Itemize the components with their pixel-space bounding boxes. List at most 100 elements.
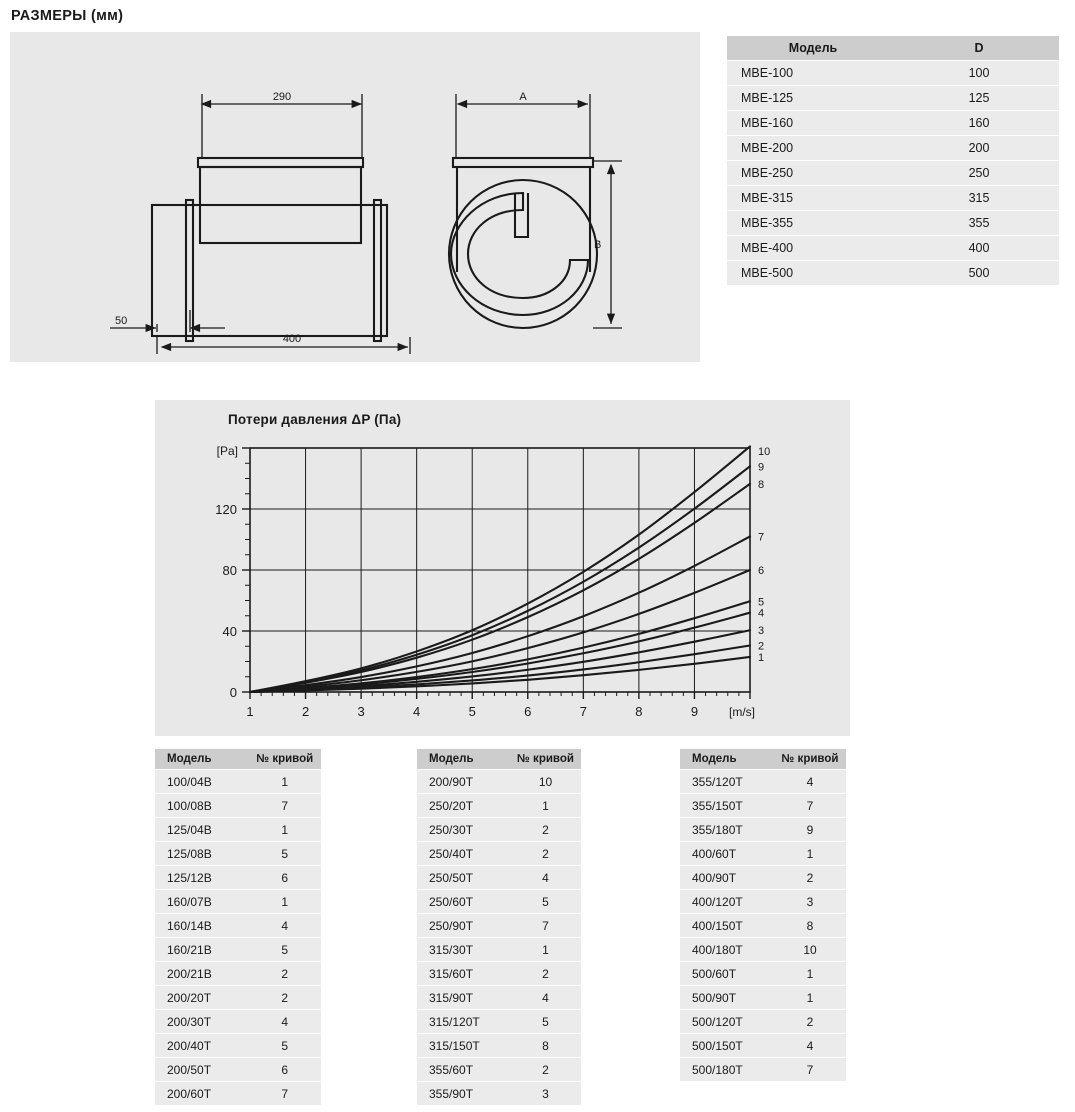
curve-table-header-row: Модель № кривой [155,749,321,769]
curve-cell-model: 355/120T [680,770,774,793]
curve-cell-number: 1 [248,818,321,841]
table-row: 250/60T 5 [417,890,581,913]
chart-curve-9 [248,465,752,694]
curve-header-number: № кривой [509,749,581,769]
curve-table-body: 355/120T 4 355/150T 7 355/180T 9 400/60T 1 4… [680,770,846,1081]
chart-curve-5 [248,600,752,694]
dimensions-table: Модель D MBE-100 100 MBE-125 125 MBE-160… [727,35,1059,286]
dimensions-cell-d: 250 [899,161,1059,185]
curve-cell-number: 5 [248,938,321,961]
curve-cell-number: 2 [509,962,581,985]
x-tick-label: 1 [246,704,253,719]
curve-endpoint-label-6: 6 [758,565,764,577]
dimensions-cell-model: MBE-250 [727,161,899,185]
table-row: 200/50T 6 [155,1058,321,1081]
dimensions-cell-model: MBE-315 [727,186,899,210]
curve-cell-model: 160/21B [155,938,249,961]
dimensions-cell-model: MBE-100 [727,61,899,85]
curve-cell-number: 7 [773,794,846,817]
curve-cell-model: 250/60T [417,890,510,913]
dimension-50-label: 50 [115,315,127,327]
curve-endpoint-label-1: 1 [758,652,764,664]
pressure-drop-chart-panel: Потери давления ΔP (Па) 1 2 3 4 5 6 7 8 9 10 [Pa] 0… [155,400,850,736]
curve-cell-model: 200/50T [155,1058,249,1081]
x-tick-label: 2 [302,704,309,719]
table-row: 250/30T 2 [417,818,581,841]
y-tick-label: 120 [215,502,237,517]
curve-endpoint-label-4: 4 [758,608,764,620]
table-row: 500/90T 1 [680,986,846,1009]
dimensions-cell-d: 200 [899,136,1059,160]
x-tick-label: 9 [691,704,698,719]
table-row: 355/180T 9 [680,818,846,841]
curve-cell-model: 315/90T [417,986,510,1009]
curve-cell-model: 315/30T [417,938,510,961]
table-row: 500/150T 4 [680,1034,846,1057]
dimensions-cell-d: 500 [899,261,1059,285]
curve-cell-number: 3 [773,890,846,913]
curve-cell-number: 2 [509,818,581,841]
curve-cell-model: 250/20T [417,794,510,817]
curve-cell-model: 100/08B [155,794,249,817]
curve-cell-model: 500/90T [680,986,774,1009]
table-row: 400/90T 2 [680,866,846,889]
curve-cell-model: 400/90T [680,866,774,889]
curve-table-2: Модель № кривой 200/90T 10 250/20T 1 250/3… [417,748,581,1106]
curve-cell-number: 10 [773,938,846,961]
table-row: MBE-200 200 [727,136,1059,160]
table-row: MBE-400 400 [727,236,1059,260]
dimensions-cell-d: 355 [899,211,1059,235]
curve-cell-model: 160/14B [155,914,249,937]
table-row: MBE-125 125 [727,86,1059,110]
curve-cell-number: 2 [773,1010,846,1033]
dimension-A-label: A [519,91,527,103]
curve-cell-number: 2 [248,986,321,1009]
table-row: 200/21B 2 [155,962,321,985]
chart-curve-6 [248,568,752,694]
dimensions-table-body: MBE-100 100 MBE-125 125 MBE-160 160 MBE-… [727,61,1059,285]
curve-cell-number: 2 [773,866,846,889]
curve-table-1: Модель № кривой 100/04B 1 100/08B 7 125/04… [155,748,321,1106]
curve-header-model: Модель [680,749,774,769]
x-tick-label: 8 [635,704,642,719]
curve-table-body: 100/04B 1 100/08B 7 125/04B 1 125/08B 5 125/… [155,770,321,1105]
curve-cell-model: 125/08B [155,842,249,865]
dimensions-cell-model: MBE-400 [727,236,899,260]
curve-cell-number: 1 [773,986,846,1009]
dimension-50 [110,310,225,333]
table-row: 400/150T 8 [680,914,846,937]
x-tick-label: 6 [524,704,531,719]
curve-cell-number: 1 [509,938,581,961]
curve-cell-number: 4 [509,986,581,1009]
curve-cell-model: 500/120T [680,1010,774,1033]
side-view-drawing [150,156,389,343]
table-row: 355/120T 4 [680,770,846,793]
curve-header-model: Модель [155,749,249,769]
table-row: 250/50T 4 [417,866,581,889]
dimensions-cell-d: 100 [899,61,1059,85]
table-row: MBE-500 500 [727,261,1059,285]
table-row: 500/180T 7 [680,1058,846,1081]
table-row: 200/60T 7 [155,1082,321,1105]
table-row: 315/90T 4 [417,986,581,1009]
table-row: 200/40T 5 [155,1034,321,1057]
table-row: 200/30T 4 [155,1010,321,1033]
curve-cell-number: 1 [509,794,581,817]
curve-cell-model: 200/40T [155,1034,249,1057]
table-row: MBE-100 100 [727,61,1059,85]
curve-header-number: № кривой [248,749,321,769]
table-row: 355/60T 2 [417,1058,581,1081]
curve-cell-number: 5 [248,842,321,865]
dimensions-cell-model: MBE-125 [727,86,899,110]
front-view-drawing [447,156,599,330]
curve-endpoint-label-7: 7 [758,531,764,543]
curve-cell-model: 355/60T [417,1058,510,1081]
curve-cell-number: 4 [773,770,846,793]
curve-cell-model: 315/120T [417,1010,510,1033]
table-row: 400/180T 10 [680,938,846,961]
curve-cell-model: 250/50T [417,866,510,889]
curve-cell-number: 4 [773,1034,846,1057]
curve-cell-number: 9 [773,818,846,841]
curve-table-header-row: Модель № кривой [417,749,581,769]
chart-curve-2 [248,644,752,694]
